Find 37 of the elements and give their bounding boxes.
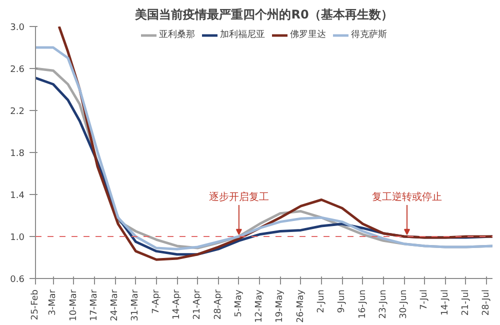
x-tick-label: 28-Apr [213, 289, 224, 320]
y-tick-label: 1.4 [10, 191, 25, 201]
x-tick-label: 19-May [275, 288, 286, 323]
y-tick-label: 2.2 [10, 107, 25, 117]
y-tick-label: 0.6 [10, 275, 25, 285]
x-tick-label: 26-May [296, 288, 306, 323]
x-tick-label: 7-Apr [151, 289, 162, 314]
legend-label: 亚利桑那 [159, 28, 195, 41]
x-tick-label: 21-Jul [460, 289, 471, 316]
x-tick-label: 30-Jun [399, 290, 410, 319]
y-tick-label: 1.0 [10, 233, 25, 243]
legend-label: 加利福尼亚 [220, 28, 265, 41]
x-tick-label: 9-Jun [337, 289, 348, 314]
x-tick-label: 2-Jun [316, 289, 326, 314]
x-tick-label: 14-Jul [440, 289, 450, 316]
x-tick-label: 17-Mar [89, 289, 100, 322]
x-tick-label: 24-Mar [110, 289, 120, 322]
x-tick-label: 23-Jun [378, 290, 388, 319]
x-tick-label: 12-May [254, 288, 265, 323]
y-tick-label: 2.6 [10, 65, 25, 75]
legend-label: 佛罗里达 [290, 28, 326, 41]
legend-label: 得克萨斯 [351, 28, 387, 41]
x-tick-label: 31-Mar [130, 289, 141, 322]
x-tick-label: 25-Feb [30, 289, 40, 320]
x-tick-label: 28-Jul [482, 289, 492, 316]
y-tick-label: 1.8 [10, 149, 25, 159]
x-tick-label: 16-Jun [358, 290, 368, 319]
x-tick-label: 3-Mar [48, 289, 58, 316]
x-tick-label: 10-Mar [68, 289, 79, 322]
x-tick-label: 14-Apr [172, 289, 182, 320]
x-tick-label: 21-Apr [192, 289, 203, 320]
annotation: 复工逆转或停止 [372, 190, 442, 203]
x-tick-label: 7-Jul [420, 289, 430, 310]
chart-title: 美国当前疫情最严重四个州的R0（基本再生数） [134, 8, 393, 22]
y-tick-label: 3.0 [10, 23, 25, 33]
x-tick-label: 5-May [234, 288, 244, 318]
annotation: 逐步开启复工 [208, 190, 269, 203]
